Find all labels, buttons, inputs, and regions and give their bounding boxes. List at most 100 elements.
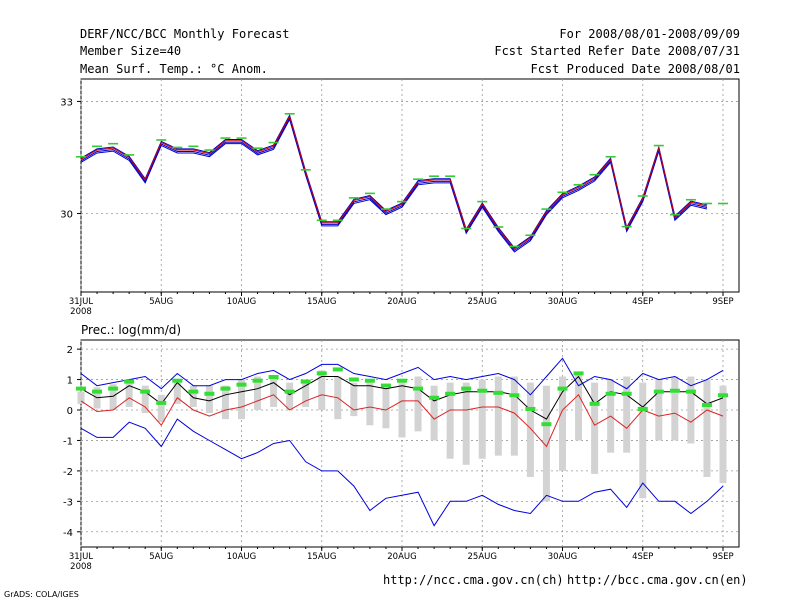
prec-spread-bar bbox=[655, 379, 663, 441]
prec-spread-bar bbox=[302, 379, 310, 407]
prec-spread-bar bbox=[109, 384, 117, 411]
prec-observed-marker bbox=[477, 388, 488, 393]
prec-observed-marker bbox=[605, 391, 616, 396]
prec-panel-title: Prec.: log(mm/d) bbox=[81, 323, 181, 337]
prec-spread-bar bbox=[205, 385, 213, 414]
temp-observed-marker bbox=[236, 137, 247, 139]
temp-observed-marker bbox=[461, 227, 472, 230]
prec-spread-bar bbox=[703, 379, 711, 477]
prec-observed-marker bbox=[669, 388, 680, 393]
prec-observed-marker bbox=[108, 386, 119, 391]
temp-x-tick-label: 5AUG bbox=[149, 297, 173, 307]
prec-x-tick-label: 30AUG bbox=[548, 552, 577, 562]
temp-observed-marker bbox=[477, 200, 488, 203]
prec-observed-marker bbox=[621, 391, 632, 396]
prec-spread-bar bbox=[671, 376, 679, 441]
temp-observed-marker bbox=[589, 173, 600, 176]
prec-x-tick-sublabel: 2008 bbox=[70, 562, 92, 572]
forecast-period: For 2008/08/01-2008/09/09 bbox=[559, 27, 740, 41]
temp-observed-marker bbox=[380, 208, 391, 210]
grads-credit: GrADS: COLA/IGES bbox=[4, 590, 79, 599]
temp-x-tick-label: 25AUG bbox=[468, 297, 497, 307]
prec-observed-marker bbox=[445, 391, 456, 396]
temp-observed-marker bbox=[637, 195, 648, 197]
prec-spread-bar bbox=[510, 376, 518, 456]
footer-url-ch[interactable]: http://ncc.cma.gov.cn(ch) bbox=[383, 573, 564, 587]
prec-spread-bar bbox=[526, 382, 534, 477]
prec-spread-bar bbox=[687, 376, 695, 444]
temp-observed-marker bbox=[252, 147, 263, 149]
prec-observed-marker bbox=[316, 371, 327, 376]
temp-observed-marker bbox=[669, 213, 680, 216]
prec-observed-marker bbox=[701, 403, 712, 408]
temp-observed-marker bbox=[701, 202, 712, 205]
prec-x-tick-label: 31JUL bbox=[69, 552, 94, 562]
prec-spread-bar bbox=[125, 379, 133, 407]
prec-spread-bar bbox=[559, 376, 566, 471]
prec-spread-bar bbox=[141, 385, 149, 414]
temp-observed-marker bbox=[493, 226, 504, 228]
prec-y-tick-label: 0 bbox=[67, 406, 73, 417]
prec-spread-bar bbox=[238, 379, 245, 420]
prec-x-tick-label: 9SEP bbox=[712, 552, 733, 562]
footer-url-en[interactable]: http://bcc.cma.gov.cn(en) bbox=[567, 573, 748, 587]
prec-observed-marker bbox=[300, 379, 311, 384]
prec-spread-bar bbox=[254, 376, 262, 411]
temp-members-line bbox=[80, 118, 708, 253]
prec-spread-bar bbox=[462, 382, 470, 465]
prec-observed-marker bbox=[525, 406, 536, 411]
temp-observed-marker bbox=[332, 219, 343, 222]
prec-y-tick-label: 2 bbox=[67, 345, 73, 356]
temp-members-line bbox=[80, 113, 708, 249]
forecast-produced-date: Fcst Produced Date 2008/08/01 bbox=[530, 62, 740, 76]
temp-observed-marker bbox=[509, 245, 520, 248]
prec-observed-marker bbox=[204, 391, 215, 396]
prec-spread-bar bbox=[221, 385, 229, 420]
prec-spread-bar bbox=[430, 385, 438, 441]
chart-title: DERF/NCC/BCC Monthly Forecast bbox=[80, 27, 290, 41]
temp-ensemble-mean-line bbox=[80, 115, 708, 250]
temp-observed-marker bbox=[124, 154, 135, 156]
prec-observed-marker bbox=[573, 371, 584, 376]
prec-observed-marker bbox=[252, 378, 263, 383]
prec-spread-bar bbox=[157, 394, 165, 423]
temp-observed-marker bbox=[268, 141, 279, 144]
prec-spread-bar bbox=[398, 382, 406, 438]
prec-observed-marker bbox=[637, 406, 648, 411]
temp-observed-marker bbox=[204, 149, 215, 151]
member-size-label: Member Size=40 bbox=[80, 44, 182, 58]
temp-observed-marker bbox=[573, 184, 584, 186]
prec-spread-bar bbox=[494, 376, 502, 456]
temp-observed-marker bbox=[718, 202, 728, 205]
temp-observed-marker bbox=[284, 113, 295, 115]
prec-x-tick-label: 25AUG bbox=[468, 552, 497, 562]
prec-spread-bar bbox=[542, 385, 550, 502]
prec-lower-line bbox=[80, 393, 724, 448]
prec-x-tick-label: 4SEP bbox=[632, 552, 653, 562]
prec-observed-marker bbox=[156, 400, 167, 405]
temp-observed-marker bbox=[397, 200, 407, 203]
prec-x-tick-label: 15AUG bbox=[307, 552, 336, 562]
temp-plot-frame bbox=[80, 78, 740, 293]
prec-observed-marker bbox=[236, 382, 247, 387]
prec-spread-bar bbox=[318, 370, 326, 411]
prec-x-tick-label: 5AUG bbox=[149, 552, 173, 562]
temp-observed-marker bbox=[220, 137, 231, 139]
prec-max-line bbox=[80, 357, 724, 396]
prec-y-tick-label: 1 bbox=[67, 376, 73, 387]
prec-spread-bar bbox=[173, 382, 181, 404]
variable-label: Mean Surf. Temp.: °C Anom. bbox=[80, 62, 268, 76]
temp-observed-marker bbox=[621, 225, 632, 228]
temp-x-tick-label: 4SEP bbox=[632, 297, 653, 307]
prec-spread-bar bbox=[366, 382, 374, 426]
forecast-start-date: Fcst Started Refer Date 2008/07/31 bbox=[494, 44, 740, 58]
prec-spread-bar bbox=[382, 388, 390, 429]
prec-spread-bar bbox=[575, 373, 583, 441]
temp-observed-marker bbox=[413, 178, 424, 180]
prec-spread-bar bbox=[446, 382, 454, 459]
temp-observed-marker bbox=[156, 139, 167, 141]
prec-observed-marker bbox=[589, 401, 600, 406]
prec-spread-bar bbox=[286, 382, 294, 411]
temp-x-tick-label: 30AUG bbox=[548, 297, 577, 307]
